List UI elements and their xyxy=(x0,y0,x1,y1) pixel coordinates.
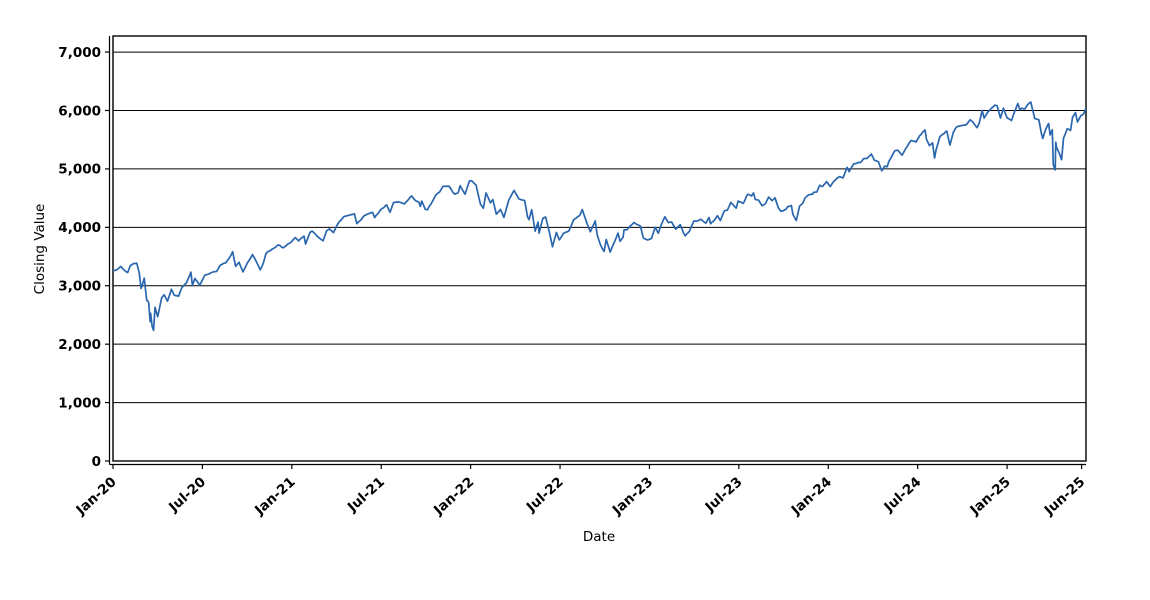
y-tick-label: 2,000 xyxy=(58,337,101,353)
y-axis-title: Closing Value xyxy=(32,204,48,295)
tick-marks xyxy=(105,51,1083,469)
y-tick-label: 1,000 xyxy=(58,395,101,411)
x-tick-label: Jan-22 xyxy=(430,474,477,519)
y-tick-label: 7,000 xyxy=(58,45,101,61)
x-tick-label: Jan-21 xyxy=(251,474,298,519)
y-tick-label: 5,000 xyxy=(58,162,101,178)
x-tick-label: Jan-20 xyxy=(72,474,119,519)
x-tick-label: Jul-24 xyxy=(880,474,924,516)
data-series xyxy=(113,101,1086,332)
y-tick-label: 6,000 xyxy=(58,103,101,119)
x-tick-label: Jul-20 xyxy=(165,474,209,516)
x-tick-label: Jan-24 xyxy=(788,474,835,519)
gridlines xyxy=(113,51,1086,462)
x-axis-title: Date xyxy=(583,529,615,545)
x-tick-label: Jan-23 xyxy=(609,474,656,519)
tick-labels: 0 1,000 2,000 3,000 4,000 5,000 6,000 7,000 Jan-… xyxy=(58,45,1088,519)
x-tick-label: Jul-23 xyxy=(702,474,746,516)
x-tick-label: Jan-25 xyxy=(967,474,1014,519)
y-tick-label: 0 xyxy=(92,454,101,470)
x-tick-label: Jul-21 xyxy=(344,474,388,516)
y-tick-label: 3,000 xyxy=(58,279,101,295)
closing-value-line xyxy=(113,101,1086,332)
y-tick-label: 4,000 xyxy=(58,220,101,236)
x-tick-label: Jul-22 xyxy=(523,474,567,516)
plot-border xyxy=(112,35,1087,462)
x-tick-label: Jun-25 xyxy=(1041,474,1089,519)
